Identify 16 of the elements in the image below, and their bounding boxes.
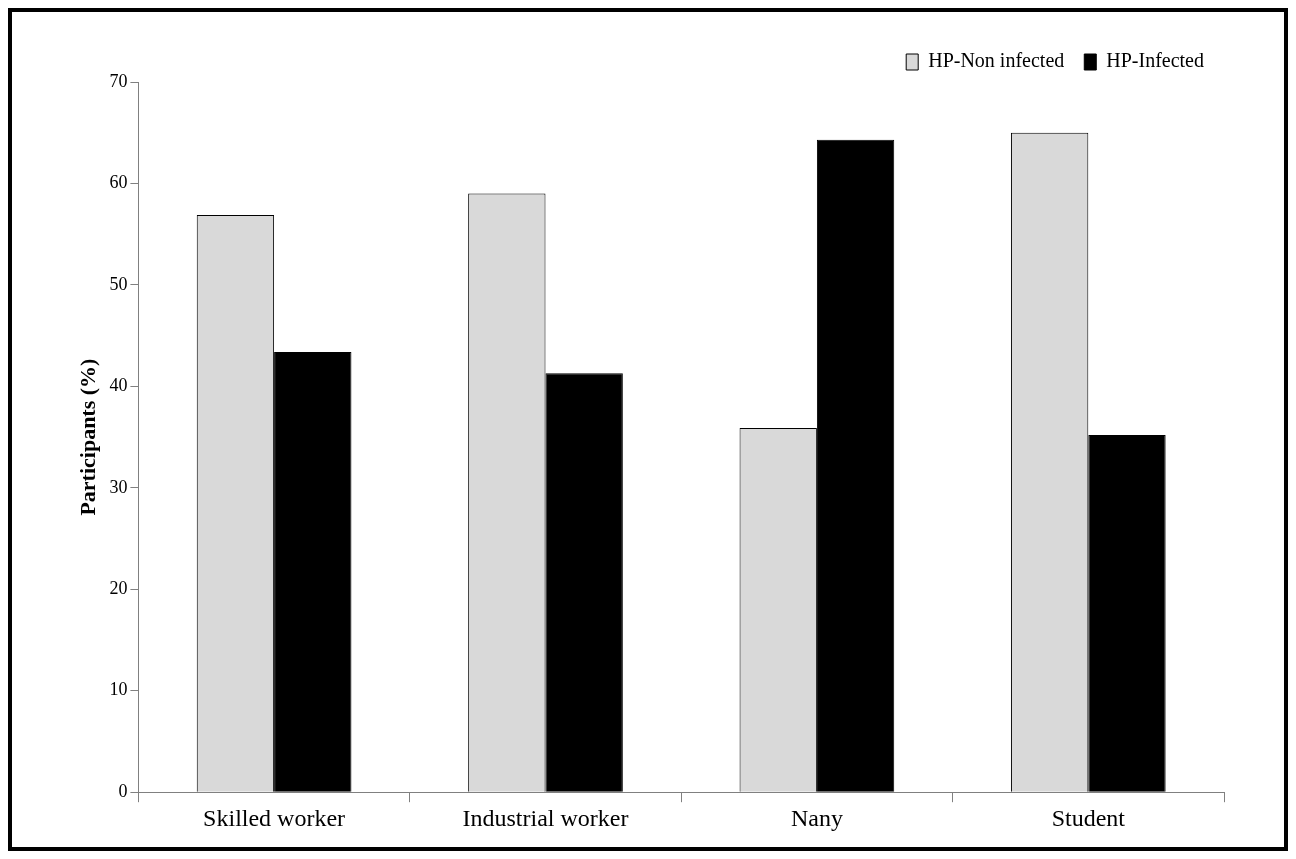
x-tick-label: Student <box>1051 804 1126 831</box>
y-tick-label: 60 <box>109 172 128 193</box>
y-tick-label: 40 <box>109 375 128 396</box>
y-tick-label: 0 <box>118 780 128 801</box>
y-tick-label: 10 <box>109 679 128 700</box>
y-tick-label: 20 <box>109 578 128 599</box>
y-tick-label: 70 <box>109 70 128 91</box>
y-tick-label: 30 <box>109 476 128 497</box>
y-tick-label: 50 <box>109 273 128 294</box>
legend-label: HP-Infected <box>1106 49 1204 72</box>
x-tick-label: Skilled worker <box>203 804 346 831</box>
bar <box>545 373 623 792</box>
x-tick-label: Industrial worker <box>462 804 629 831</box>
y-axis-title: Participants (%) <box>74 358 100 516</box>
x-tick-label: Nany <box>790 804 843 831</box>
legend-label: HP-Non infected <box>928 49 1065 72</box>
